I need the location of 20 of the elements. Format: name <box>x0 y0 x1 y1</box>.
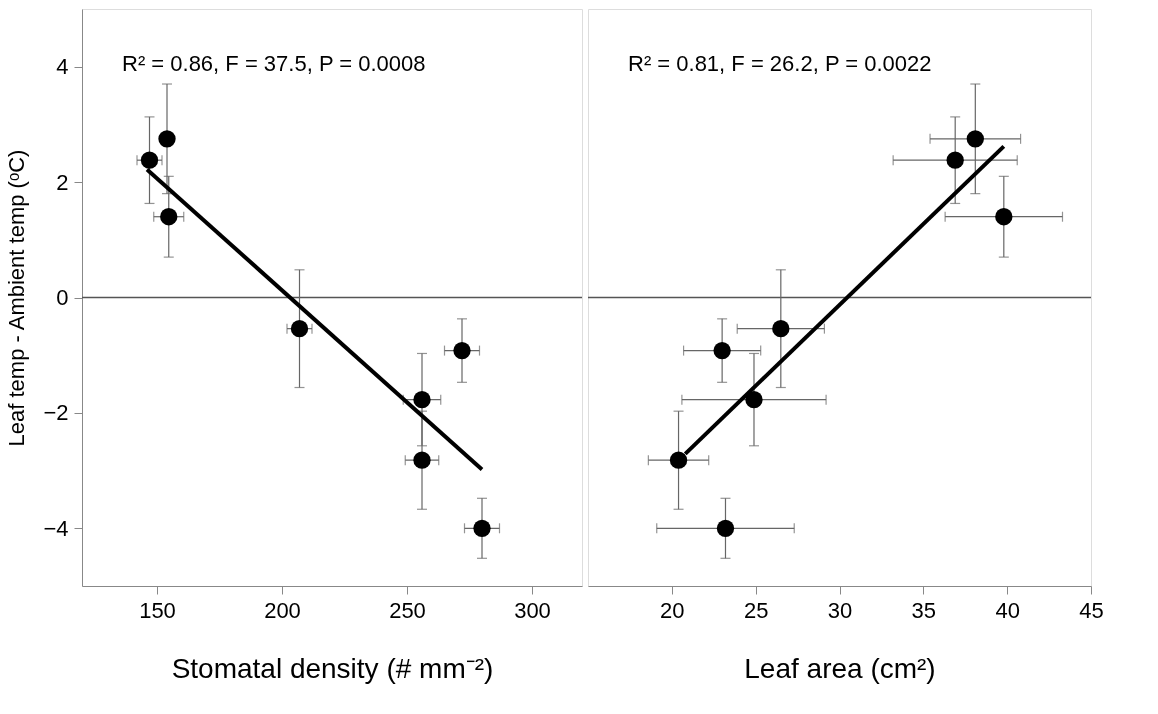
x-tick-label: 300 <box>514 597 551 623</box>
x-tick-label: 200 <box>264 597 301 623</box>
x-axis-title: Leaf area (cm²) <box>744 652 936 684</box>
x-tick-label: 25 <box>743 597 769 623</box>
x-tick-label: 35 <box>911 597 937 623</box>
y-tick-label: 4 <box>56 54 69 80</box>
x-tick-label: 250 <box>389 597 426 623</box>
x-tick-label: 45 <box>1079 597 1104 623</box>
x-tick-label: 40 <box>995 597 1020 623</box>
x-tick-label: 150 <box>139 597 176 623</box>
y-tick-label: 2 <box>56 169 69 195</box>
x-axis-title: Stomatal density (# mm⁻²) <box>171 652 494 684</box>
y-tick-label: 0 <box>56 285 69 310</box>
annotation: R² = 0.81, F = 26.2, P = 0.0022 <box>628 51 932 76</box>
x-tick-label: 20 <box>660 597 685 623</box>
y-tick-label: −2 <box>43 400 69 426</box>
y-axis-title: Leaf temp - Ambient temp (ᵒC) <box>4 149 30 447</box>
y-tick-label: −4 <box>43 515 69 541</box>
annotation: R² = 0.86, F = 37.5, P = 0.0008 <box>122 51 426 76</box>
x-tick-label: 30 <box>827 597 853 623</box>
